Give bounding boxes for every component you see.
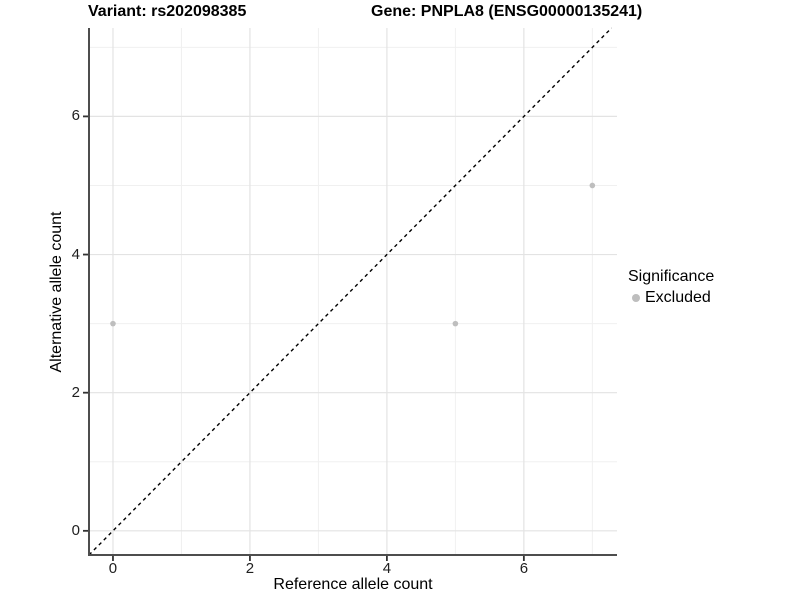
x-tick-label: 2 xyxy=(245,560,255,577)
plot-title-gene: Gene: PNPLA8 (ENSG00000135241) xyxy=(371,3,643,20)
y-tick-label: 6 xyxy=(71,107,80,125)
data-point-excluded xyxy=(110,320,116,327)
y-tick-label: 2 xyxy=(71,383,80,401)
y-axis-title: Alternative allele count xyxy=(48,211,65,373)
legend-item-excluded: Excluded xyxy=(632,289,714,307)
legend-title: Significance xyxy=(628,268,715,285)
plot-title-variant: Variant: rs202098385 xyxy=(88,3,247,20)
identity-line xyxy=(88,27,613,556)
legend-item-label: Excluded xyxy=(645,289,711,306)
data-point-excluded xyxy=(589,182,596,189)
legend-point-icon xyxy=(632,294,640,302)
x-axis-title: Reference allele count xyxy=(273,576,433,593)
data-point-excluded xyxy=(452,320,459,327)
x-tick-label: 4 xyxy=(382,560,392,577)
x-tick-label: 0 xyxy=(108,560,118,577)
y-tick-label: 4 xyxy=(71,245,80,263)
y-tick-label: 0 xyxy=(71,521,80,539)
plot-panel xyxy=(83,27,617,561)
x-tick-label: 6 xyxy=(519,560,529,577)
legend: Significance Excluded xyxy=(628,268,714,307)
